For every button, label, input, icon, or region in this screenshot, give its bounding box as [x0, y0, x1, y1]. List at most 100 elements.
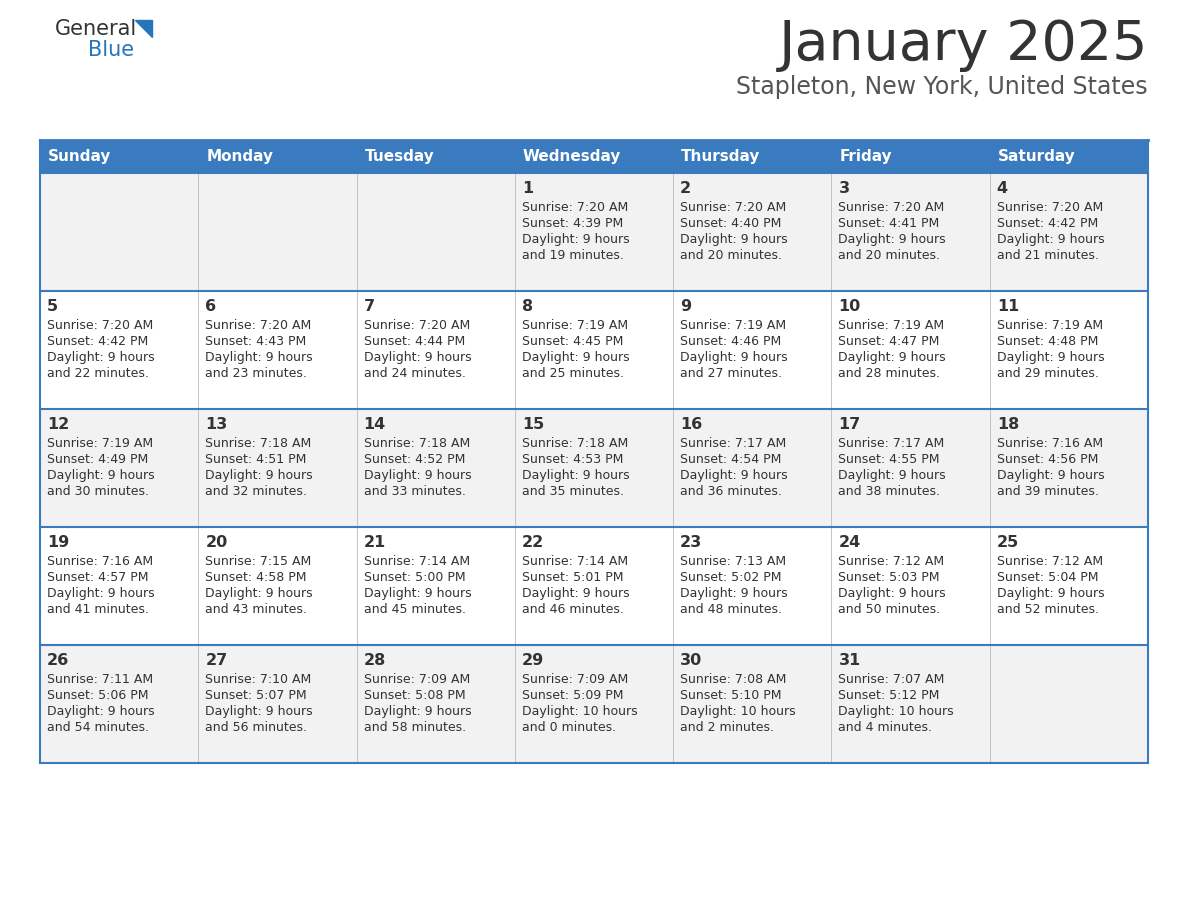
Text: and 28 minutes.: and 28 minutes.	[839, 367, 941, 380]
Text: Daylight: 9 hours: Daylight: 9 hours	[522, 587, 630, 600]
Text: Sunrise: 7:12 AM: Sunrise: 7:12 AM	[997, 555, 1102, 568]
Text: Blue: Blue	[88, 40, 134, 60]
Text: Daylight: 9 hours: Daylight: 9 hours	[364, 587, 472, 600]
Text: Daylight: 9 hours: Daylight: 9 hours	[206, 469, 312, 482]
Text: Daylight: 9 hours: Daylight: 9 hours	[364, 351, 472, 364]
Text: Sunrise: 7:20 AM: Sunrise: 7:20 AM	[206, 319, 311, 332]
Text: 6: 6	[206, 299, 216, 314]
Text: Sunset: 5:06 PM: Sunset: 5:06 PM	[48, 689, 148, 702]
Text: Daylight: 9 hours: Daylight: 9 hours	[681, 587, 788, 600]
Text: Sunrise: 7:11 AM: Sunrise: 7:11 AM	[48, 673, 153, 686]
Text: Saturday: Saturday	[998, 149, 1075, 164]
Text: Sunrise: 7:19 AM: Sunrise: 7:19 AM	[839, 319, 944, 332]
Text: Sunset: 4:39 PM: Sunset: 4:39 PM	[522, 217, 624, 230]
Text: Sunset: 5:01 PM: Sunset: 5:01 PM	[522, 571, 624, 584]
Text: 20: 20	[206, 535, 228, 550]
Text: 23: 23	[681, 535, 702, 550]
Bar	[40, 527, 1148, 645]
Text: Sunrise: 7:20 AM: Sunrise: 7:20 AM	[681, 201, 786, 214]
Text: and 56 minutes.: and 56 minutes.	[206, 721, 308, 734]
Text: and 22 minutes.: and 22 minutes.	[48, 367, 148, 380]
Text: Sunset: 4:55 PM: Sunset: 4:55 PM	[839, 453, 940, 466]
Text: Sunrise: 7:09 AM: Sunrise: 7:09 AM	[364, 673, 469, 686]
Text: and 27 minutes.: and 27 minutes.	[681, 367, 782, 380]
Text: and 52 minutes.: and 52 minutes.	[997, 603, 1099, 616]
Text: Sunrise: 7:10 AM: Sunrise: 7:10 AM	[206, 673, 311, 686]
Text: and 32 minutes.: and 32 minutes.	[206, 485, 308, 498]
Text: Daylight: 9 hours: Daylight: 9 hours	[48, 587, 154, 600]
Text: Daylight: 10 hours: Daylight: 10 hours	[839, 705, 954, 718]
Bar	[40, 645, 1148, 763]
Text: and 0 minutes.: and 0 minutes.	[522, 721, 617, 734]
Text: Sunrise: 7:15 AM: Sunrise: 7:15 AM	[206, 555, 311, 568]
Text: Daylight: 9 hours: Daylight: 9 hours	[997, 233, 1105, 246]
Text: Sunset: 4:51 PM: Sunset: 4:51 PM	[206, 453, 307, 466]
Text: Sunrise: 7:17 AM: Sunrise: 7:17 AM	[681, 437, 786, 450]
Text: and 50 minutes.: and 50 minutes.	[839, 603, 941, 616]
Text: 25: 25	[997, 535, 1019, 550]
Text: and 19 minutes.: and 19 minutes.	[522, 249, 624, 262]
Bar	[40, 140, 1148, 173]
Text: and 54 minutes.: and 54 minutes.	[48, 721, 148, 734]
Text: Sunrise: 7:18 AM: Sunrise: 7:18 AM	[522, 437, 628, 450]
Text: and 38 minutes.: and 38 minutes.	[839, 485, 941, 498]
Text: Sunrise: 7:07 AM: Sunrise: 7:07 AM	[839, 673, 944, 686]
Text: Sunset: 4:44 PM: Sunset: 4:44 PM	[364, 335, 465, 348]
Text: Daylight: 9 hours: Daylight: 9 hours	[839, 351, 946, 364]
Text: Daylight: 9 hours: Daylight: 9 hours	[48, 705, 154, 718]
Text: 16: 16	[681, 417, 702, 432]
Text: Sunset: 5:03 PM: Sunset: 5:03 PM	[839, 571, 940, 584]
Text: Daylight: 9 hours: Daylight: 9 hours	[681, 351, 788, 364]
Text: Stapleton, New York, United States: Stapleton, New York, United States	[737, 75, 1148, 99]
Text: Daylight: 9 hours: Daylight: 9 hours	[681, 469, 788, 482]
Text: and 2 minutes.: and 2 minutes.	[681, 721, 775, 734]
Text: and 24 minutes.: and 24 minutes.	[364, 367, 466, 380]
Text: Sunset: 4:40 PM: Sunset: 4:40 PM	[681, 217, 782, 230]
Text: 24: 24	[839, 535, 860, 550]
Text: Sunset: 4:47 PM: Sunset: 4:47 PM	[839, 335, 940, 348]
Text: Sunset: 4:56 PM: Sunset: 4:56 PM	[997, 453, 1098, 466]
Text: Sunset: 4:58 PM: Sunset: 4:58 PM	[206, 571, 307, 584]
Text: 21: 21	[364, 535, 386, 550]
Text: Sunset: 4:41 PM: Sunset: 4:41 PM	[839, 217, 940, 230]
Text: and 20 minutes.: and 20 minutes.	[681, 249, 782, 262]
Text: Sunrise: 7:14 AM: Sunrise: 7:14 AM	[522, 555, 628, 568]
Text: and 48 minutes.: and 48 minutes.	[681, 603, 782, 616]
Text: Sunset: 4:52 PM: Sunset: 4:52 PM	[364, 453, 465, 466]
Text: Daylight: 9 hours: Daylight: 9 hours	[839, 233, 946, 246]
Text: and 58 minutes.: and 58 minutes.	[364, 721, 466, 734]
Text: Sunrise: 7:20 AM: Sunrise: 7:20 AM	[839, 201, 944, 214]
Text: 8: 8	[522, 299, 533, 314]
Text: Daylight: 9 hours: Daylight: 9 hours	[206, 351, 312, 364]
Text: and 35 minutes.: and 35 minutes.	[522, 485, 624, 498]
Text: Sunset: 5:00 PM: Sunset: 5:00 PM	[364, 571, 466, 584]
Text: Sunrise: 7:19 AM: Sunrise: 7:19 AM	[997, 319, 1102, 332]
Text: Sunrise: 7:12 AM: Sunrise: 7:12 AM	[839, 555, 944, 568]
Text: Sunset: 4:42 PM: Sunset: 4:42 PM	[997, 217, 1098, 230]
Text: Daylight: 9 hours: Daylight: 9 hours	[839, 469, 946, 482]
Text: Daylight: 9 hours: Daylight: 9 hours	[206, 587, 312, 600]
Text: and 30 minutes.: and 30 minutes.	[48, 485, 148, 498]
Text: 4: 4	[997, 181, 1007, 196]
Text: Sunrise: 7:09 AM: Sunrise: 7:09 AM	[522, 673, 628, 686]
Text: 28: 28	[364, 653, 386, 668]
Text: Sunset: 5:10 PM: Sunset: 5:10 PM	[681, 689, 782, 702]
Text: 2: 2	[681, 181, 691, 196]
Text: Sunrise: 7:19 AM: Sunrise: 7:19 AM	[681, 319, 786, 332]
Text: Daylight: 9 hours: Daylight: 9 hours	[364, 705, 472, 718]
Text: Sunrise: 7:18 AM: Sunrise: 7:18 AM	[206, 437, 311, 450]
Text: Wednesday: Wednesday	[523, 149, 621, 164]
Text: 11: 11	[997, 299, 1019, 314]
Text: Friday: Friday	[840, 149, 892, 164]
Text: January 2025: January 2025	[778, 18, 1148, 72]
Text: and 33 minutes.: and 33 minutes.	[364, 485, 466, 498]
Text: 5: 5	[48, 299, 58, 314]
Text: Daylight: 10 hours: Daylight: 10 hours	[522, 705, 638, 718]
Text: Tuesday: Tuesday	[365, 149, 435, 164]
Text: Sunrise: 7:16 AM: Sunrise: 7:16 AM	[48, 555, 153, 568]
Text: Daylight: 9 hours: Daylight: 9 hours	[522, 469, 630, 482]
Text: Monday: Monday	[207, 149, 273, 164]
Text: and 21 minutes.: and 21 minutes.	[997, 249, 1099, 262]
Text: 12: 12	[48, 417, 69, 432]
Text: and 25 minutes.: and 25 minutes.	[522, 367, 624, 380]
